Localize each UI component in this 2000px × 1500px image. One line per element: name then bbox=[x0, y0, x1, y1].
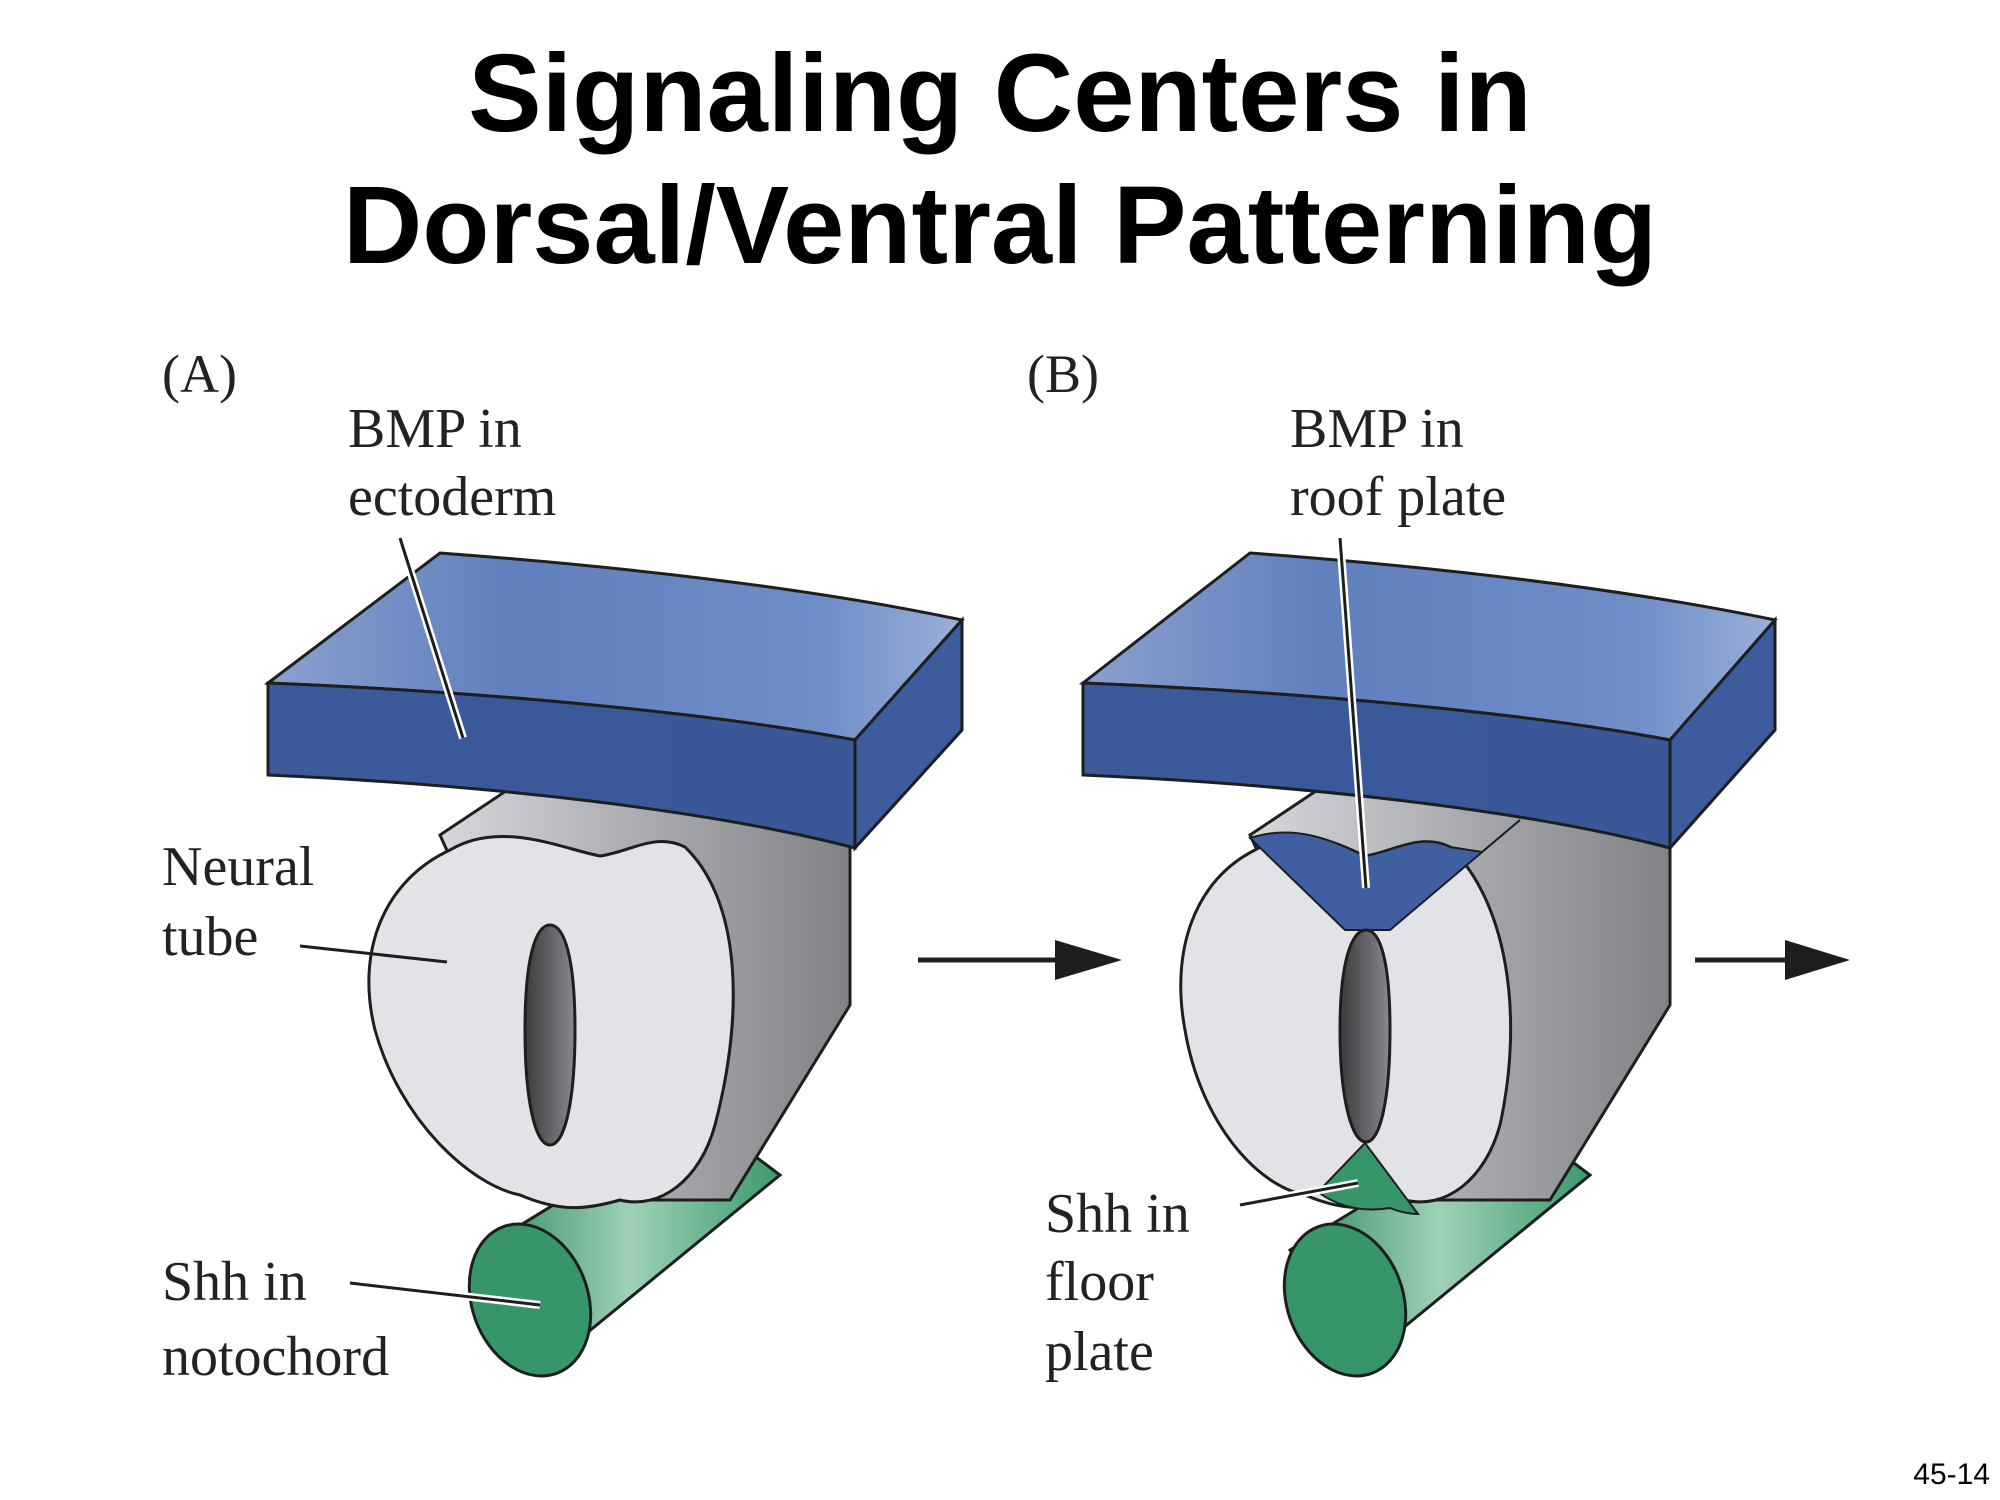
leader-lines-a bbox=[299, 536, 541, 1309]
panel-b: (B) BMP in roof plate Shh in floo bbox=[1027, 344, 1778, 1383]
panel-a-label: (A) bbox=[162, 344, 237, 404]
panel-b-label: (B) bbox=[1027, 344, 1099, 404]
title-line-2: Dorsal/Ventral Patterning bbox=[342, 164, 1658, 287]
shh-notochord-label: Shh in notochord bbox=[162, 1251, 389, 1388]
neural-tube-label: Neural tube bbox=[162, 836, 328, 968]
lumen-b bbox=[1338, 928, 1392, 1144]
title-line-1: Signaling Centers in bbox=[468, 32, 1532, 155]
ectoderm-slab-a bbox=[263, 551, 965, 852]
lumen-a bbox=[523, 923, 577, 1147]
roof-plate-b bbox=[1248, 819, 1521, 931]
leader-lines-b bbox=[1239, 537, 1370, 1209]
panel-a: (A) BMP in ectoderm Neural tube Shh in bbox=[162, 344, 965, 1388]
slide-number: 45-14 bbox=[1913, 1458, 1990, 1491]
bmp-ectoderm-label: BMP in ectoderm bbox=[348, 398, 556, 528]
arrow-after-b bbox=[1695, 940, 1850, 980]
arrow-a-to-b bbox=[918, 940, 1122, 980]
floor-plate-b bbox=[1316, 1141, 1420, 1216]
shh-floor-plate-label: Shh in floor plate bbox=[1045, 1183, 1204, 1383]
bmp-roof-plate-label: BMP in roof plate bbox=[1290, 398, 1506, 528]
slide-title: Signaling Centers in Dorsal/Ventral Patt… bbox=[0, 28, 2000, 292]
ectoderm-slab-b bbox=[1078, 551, 1778, 852]
